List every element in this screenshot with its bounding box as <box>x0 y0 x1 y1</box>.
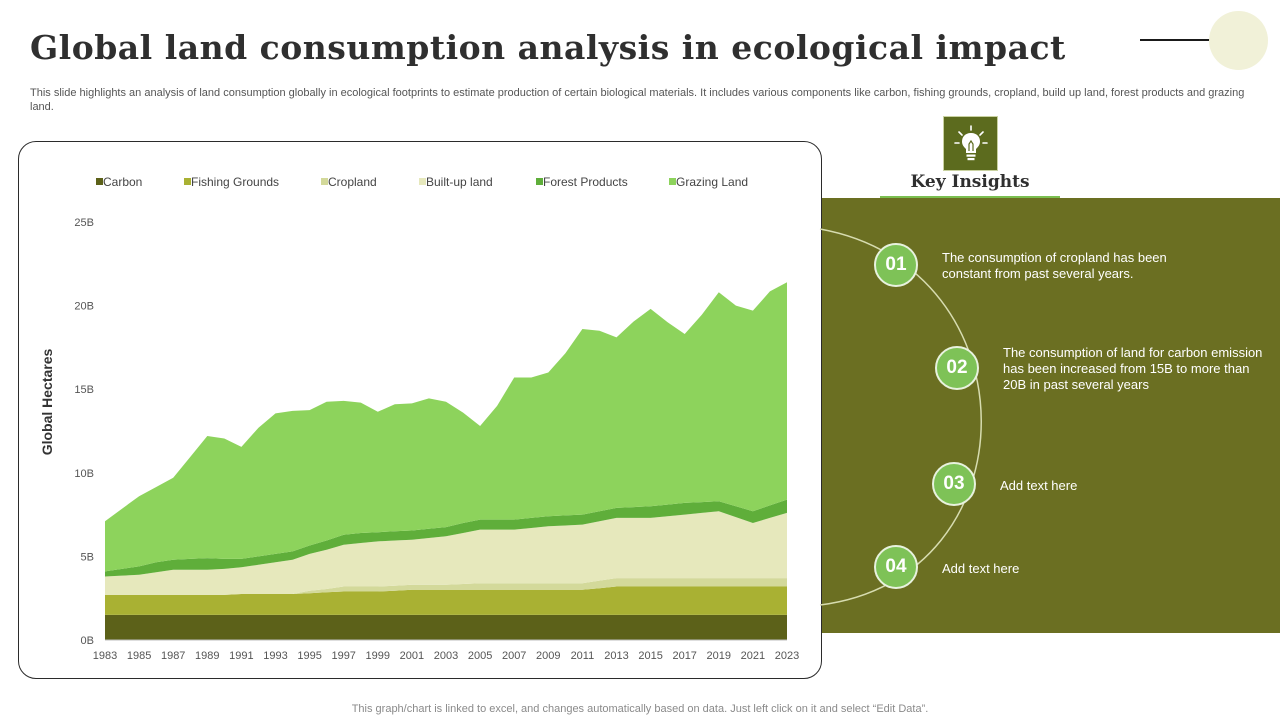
x-tick-label: 2021 <box>741 650 765 662</box>
legend-swatch <box>536 178 543 185</box>
legend-label: Built-up land <box>426 175 493 189</box>
legend-label: Grazing Land <box>676 175 748 189</box>
x-tick-label: 1989 <box>195 650 219 662</box>
x-tick-label: 1987 <box>161 650 185 662</box>
y-tick-label: 25B <box>74 217 94 229</box>
area-grazing-land <box>105 282 787 572</box>
insight-number-1: 01 <box>874 243 918 287</box>
x-tick-label: 1997 <box>331 650 355 662</box>
x-tick-label: 2015 <box>638 650 662 662</box>
legend-swatch <box>184 178 191 185</box>
x-tick-label: 1995 <box>297 650 321 662</box>
x-tick-label: 1983 <box>93 650 117 662</box>
y-tick-label: 10B <box>74 468 94 480</box>
footer-note: This graph/chart is linked to excel, and… <box>351 703 929 715</box>
legend-swatch <box>321 178 328 185</box>
decorative-circle <box>1209 11 1268 70</box>
x-tick-label: 2011 <box>571 650 595 662</box>
x-tick-label: 1999 <box>366 650 390 662</box>
lightbulb-icon-box <box>943 116 998 171</box>
legend-label: Cropland <box>328 175 377 189</box>
area-fishing-grounds <box>105 586 787 615</box>
legend-swatch <box>669 178 676 185</box>
page-subtitle: This slide highlights an analysis of lan… <box>30 87 1245 113</box>
x-tick-label: 1993 <box>263 650 287 662</box>
lightbulb-icon <box>953 124 988 160</box>
legend-label: Forest Products <box>543 175 628 189</box>
x-tick-label: 2013 <box>604 650 628 662</box>
insight-number-3: 03 <box>932 462 976 506</box>
area-cropland <box>105 578 787 595</box>
key-insights-title: Key Insights <box>910 172 1030 192</box>
x-tick-label: 2003 <box>434 650 458 662</box>
area-built-up-land <box>105 511 787 595</box>
legend-swatch <box>96 178 103 185</box>
x-tick-label: 2001 <box>400 650 424 662</box>
insight-text-4: Add text here <box>942 561 1020 576</box>
chart-card[interactable]: 0B 5B 10B 15B 20B 25B 1983 1985 1987 1989 1991 1993… <box>18 141 822 679</box>
insight-text-2: The consumption of land for carbon emiss… <box>1003 345 1263 392</box>
legend-swatch <box>419 178 426 185</box>
x-tick-label: 1991 <box>229 650 253 662</box>
x-tick-label: 2019 <box>707 650 731 662</box>
x-tick-label: 2009 <box>536 650 560 662</box>
y-tick-label: 15B <box>74 384 94 396</box>
area-forest-products <box>105 499 787 577</box>
legend-label: Fishing Grounds <box>191 175 279 189</box>
area-carbon <box>105 614 787 640</box>
y-axis-title: Global Hectares <box>39 348 55 455</box>
y-tick-label: 0B <box>81 635 94 647</box>
page-title: Global land consumption analysis in ecol… <box>30 28 1066 67</box>
x-tick-label: 1985 <box>127 650 151 662</box>
decorative-line <box>1140 39 1226 41</box>
x-tick-label: 2005 <box>468 650 492 662</box>
x-tick-label: 2007 <box>502 650 526 662</box>
key-insights-underline <box>880 196 1060 198</box>
y-tick-label: 5B <box>81 551 94 563</box>
insight-number-4: 04 <box>874 545 918 589</box>
x-tick-label: 2017 <box>672 650 696 662</box>
insight-text-3: Add text here <box>1000 478 1078 493</box>
x-tick-label: 2023 <box>775 650 799 662</box>
insight-text-1: The consumption of cropland has been con… <box>942 250 1167 281</box>
insight-number-2: 02 <box>935 346 979 390</box>
legend-label: Carbon <box>103 175 142 189</box>
area-chart: 0B 5B 10B 15B 20B 25B 1983 1985 1987 1989 1991 1993… <box>39 175 799 662</box>
y-tick-label: 20B <box>74 301 94 313</box>
